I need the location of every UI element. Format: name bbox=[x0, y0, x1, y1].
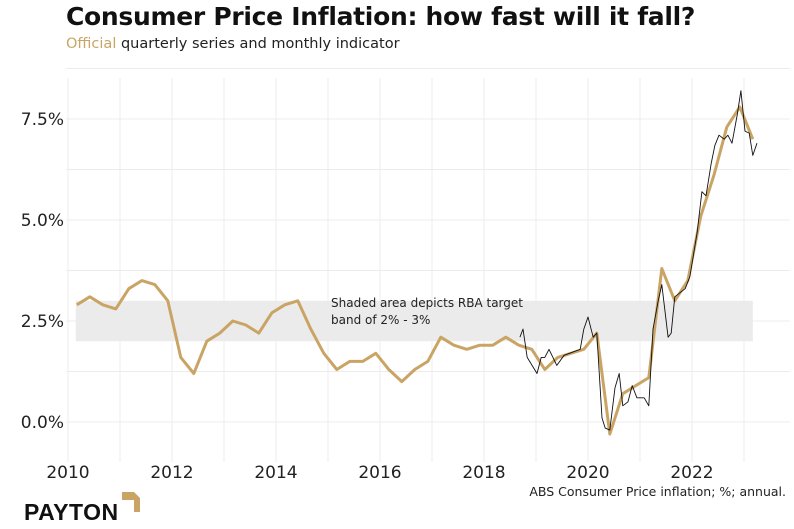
y-tick-label: 0.0% bbox=[21, 413, 64, 433]
series-monthly-indicator bbox=[519, 90, 758, 431]
subtitle-highlight: Official bbox=[66, 36, 117, 52]
subtitle-rest: quarterly series and monthly indicator bbox=[116, 36, 400, 52]
source-note: ABS Consumer Price inflation; %; annual. bbox=[529, 484, 786, 499]
logo-text: PAYTON bbox=[24, 499, 119, 525]
x-tick-label: 2014 bbox=[254, 463, 297, 483]
x-tick-label: 2018 bbox=[462, 463, 505, 483]
chart-title: Consumer Price Inflation: how fast will … bbox=[66, 2, 696, 31]
band-annotation-line: band of 2% - 3% bbox=[331, 313, 430, 327]
band-annotation-line: Shaded area depicts RBA target bbox=[331, 296, 523, 310]
x-tick-label: 2012 bbox=[150, 463, 193, 483]
y-tick-label: 2.5% bbox=[21, 312, 64, 332]
rba-target-band bbox=[75, 300, 753, 342]
series-official-quarterly bbox=[76, 105, 755, 436]
x-tick-label: 2022 bbox=[670, 463, 713, 483]
x-tick-label: 2016 bbox=[358, 463, 401, 483]
logo-mark-icon bbox=[121, 492, 140, 512]
payton-logo: PAYTON bbox=[24, 490, 142, 526]
y-tick-label: 7.5% bbox=[21, 110, 64, 130]
x-tick-label: 2010 bbox=[46, 463, 89, 483]
chart-subtitle: Official quarterly series and monthly in… bbox=[66, 36, 400, 52]
y-tick-label: 5.0% bbox=[21, 211, 64, 231]
x-tick-label: 2020 bbox=[566, 463, 609, 483]
